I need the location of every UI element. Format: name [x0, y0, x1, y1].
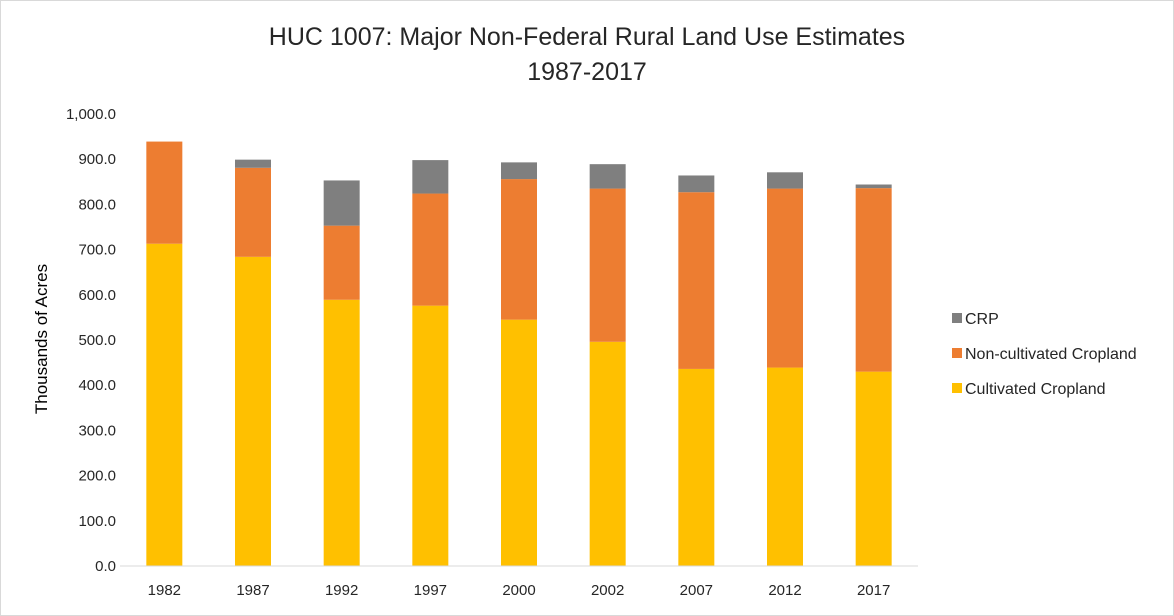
y-tick-label: 900.0: [78, 151, 116, 168]
legend-label: Cultivated Cropland: [965, 381, 1106, 398]
y-tick-label: 0.0: [95, 558, 116, 575]
bar-segment-crp-2007: [678, 175, 715, 193]
bar-segment-non-cultivated-cropland-1992: [323, 225, 360, 300]
x-tick-label: 1992: [325, 582, 358, 599]
x-tick-label: 1987: [236, 582, 269, 599]
x-tick-label: 1982: [148, 582, 181, 599]
bar-segment-non-cultivated-cropland-2012: [767, 188, 803, 368]
bar-segment-cultivated-cropland-2017: [855, 371, 892, 566]
bar-segment-cultivated-cropland-1997: [412, 305, 449, 566]
bar-segment-cultivated-cropland-1992: [323, 299, 360, 566]
bar-segment-cultivated-cropland-1987: [235, 256, 271, 566]
bar-segment-crp-2002: [589, 164, 626, 189]
y-tick-label: 200.0: [78, 468, 116, 485]
legend-label: Non-cultivated Cropland: [965, 346, 1137, 363]
legend-swatch: [952, 313, 962, 323]
bar-segment-cultivated-cropland-2012: [767, 367, 803, 566]
y-tick-label: 400.0: [78, 377, 116, 394]
y-tick-labels: 0.0 100.0 200.0 300.0 400.0 500.0 600.0 700.0 80…: [66, 106, 116, 575]
y-tick-label: 1,000.0: [66, 106, 116, 123]
legend-swatch: [952, 348, 962, 358]
y-tick-label: 500.0: [78, 332, 116, 349]
x-tick-label: 2002: [591, 582, 624, 599]
bar-segment-crp-2000: [501, 162, 537, 180]
bar-segment-cultivated-cropland-2000: [501, 319, 537, 566]
bar-segment-crp-1992: [323, 180, 360, 226]
y-tick-label: 300.0: [78, 422, 116, 439]
bar-segment-non-cultivated-cropland-1997: [412, 193, 449, 306]
chart-title-line2: 1987-2017: [527, 58, 647, 86]
x-tick-label: 2007: [680, 582, 713, 599]
y-tick-label: 700.0: [78, 242, 116, 259]
bar-segment-non-cultivated-cropland-1987: [235, 167, 271, 257]
bars-group: [146, 141, 892, 566]
x-tick-label: 1997: [414, 582, 447, 599]
y-axis-title: Thousands of Acres: [32, 264, 51, 414]
bar-segment-non-cultivated-cropland-2017: [855, 188, 892, 372]
bar-segment-non-cultivated-cropland-2002: [589, 188, 626, 342]
bar-segment-cultivated-cropland-2002: [589, 341, 626, 566]
y-tick-label: 100.0: [78, 513, 116, 530]
bar-segment-cultivated-cropland-1982: [146, 243, 183, 566]
bar-segment-crp-1997: [412, 160, 449, 194]
x-tick-label: 2012: [768, 582, 801, 599]
bar-segment-non-cultivated-cropland-2007: [678, 192, 715, 369]
legend: CRP Non-cultivated Cropland Cultivated Cro…: [952, 311, 1137, 398]
bar-segment-cultivated-cropland-2007: [678, 368, 715, 566]
bar-segment-crp-2012: [767, 172, 803, 189]
bar-segment-non-cultivated-cropland-2000: [501, 179, 537, 320]
bar-segment-non-cultivated-cropland-1982: [146, 141, 183, 244]
x-tick-labels: 1982 1987 1992 1997 2000 2002 2007 2012 2017: [148, 582, 891, 599]
bar-segment-crp-2017: [855, 184, 892, 189]
x-tick-label: 2017: [857, 582, 890, 599]
chart-title-line1: HUC 1007: Major Non-Federal Rural Land U…: [269, 23, 905, 51]
legend-swatch: [952, 383, 962, 393]
legend-label: CRP: [965, 311, 999, 328]
x-tick-label: 2000: [502, 582, 535, 599]
y-tick-label: 600.0: [78, 287, 116, 304]
bar-segment-crp-1987: [235, 159, 271, 168]
y-tick-label: 800.0: [78, 196, 116, 213]
